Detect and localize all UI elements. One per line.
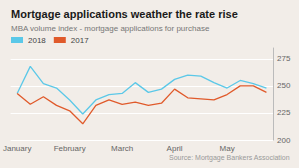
svg-text:May: May [220,144,235,153]
svg-text:January: January [3,144,31,153]
svg-text:MBA volume index - mortgage ap: MBA volume index - mortgage applications… [11,24,210,33]
svg-text:Mortgage applications weather: Mortgage applications weather the rate r… [11,8,238,20]
svg-text:225: 225 [277,108,291,117]
svg-text:Source: Mortgage Bankers Assoc: Source: Mortgage Bankers Association [169,154,290,162]
svg-text:April: April [167,144,183,153]
svg-text:February: February [54,144,86,153]
svg-text:2018: 2018 [28,36,46,45]
svg-text:275: 275 [277,54,291,63]
svg-text:March: March [111,144,133,153]
svg-text:250: 250 [277,81,291,90]
svg-text:200: 200 [277,136,291,145]
svg-text:2017: 2017 [71,36,89,45]
